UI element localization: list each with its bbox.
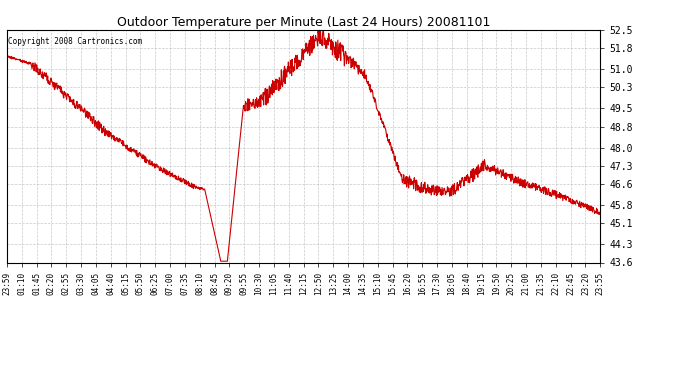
Text: Copyright 2008 Cartronics.com: Copyright 2008 Cartronics.com xyxy=(8,37,142,46)
Title: Outdoor Temperature per Minute (Last 24 Hours) 20081101: Outdoor Temperature per Minute (Last 24 … xyxy=(117,16,491,29)
